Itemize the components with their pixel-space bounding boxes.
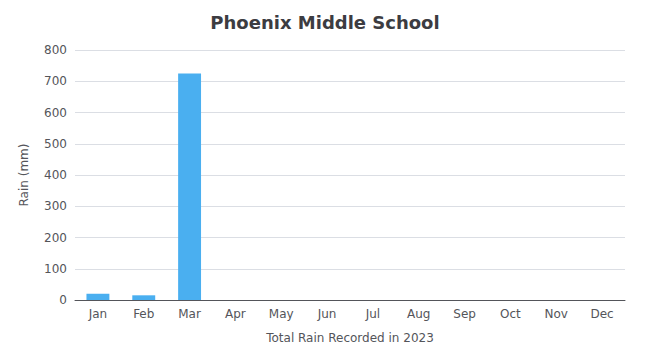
svg-text:Mar: Mar — [178, 307, 201, 321]
svg-text:800: 800 — [44, 43, 67, 57]
svg-text:600: 600 — [44, 106, 67, 120]
svg-text:400: 400 — [44, 168, 67, 182]
svg-text:500: 500 — [44, 137, 67, 151]
svg-text:Aug: Aug — [407, 307, 430, 321]
svg-text:Phoenix Middle School: Phoenix Middle School — [210, 12, 439, 33]
svg-text:Jul: Jul — [365, 307, 380, 321]
svg-text:Feb: Feb — [133, 307, 154, 321]
svg-text:200: 200 — [44, 231, 67, 245]
svg-text:700: 700 — [44, 74, 67, 88]
svg-text:Jan: Jan — [88, 307, 108, 321]
svg-text:0: 0 — [59, 293, 67, 307]
svg-text:Sep: Sep — [453, 307, 476, 321]
svg-text:May: May — [269, 307, 294, 321]
svg-text:Rain (mm): Rain (mm) — [17, 144, 31, 207]
svg-text:Dec: Dec — [590, 307, 613, 321]
svg-text:300: 300 — [44, 199, 67, 213]
svg-text:Nov: Nov — [545, 307, 568, 321]
svg-text:Total Rain Recorded in 2023: Total Rain Recorded in 2023 — [265, 331, 434, 345]
svg-text:Apr: Apr — [225, 307, 246, 321]
svg-text:Jun: Jun — [317, 307, 337, 321]
svg-text:100: 100 — [44, 262, 67, 276]
svg-text:Oct: Oct — [500, 307, 521, 321]
